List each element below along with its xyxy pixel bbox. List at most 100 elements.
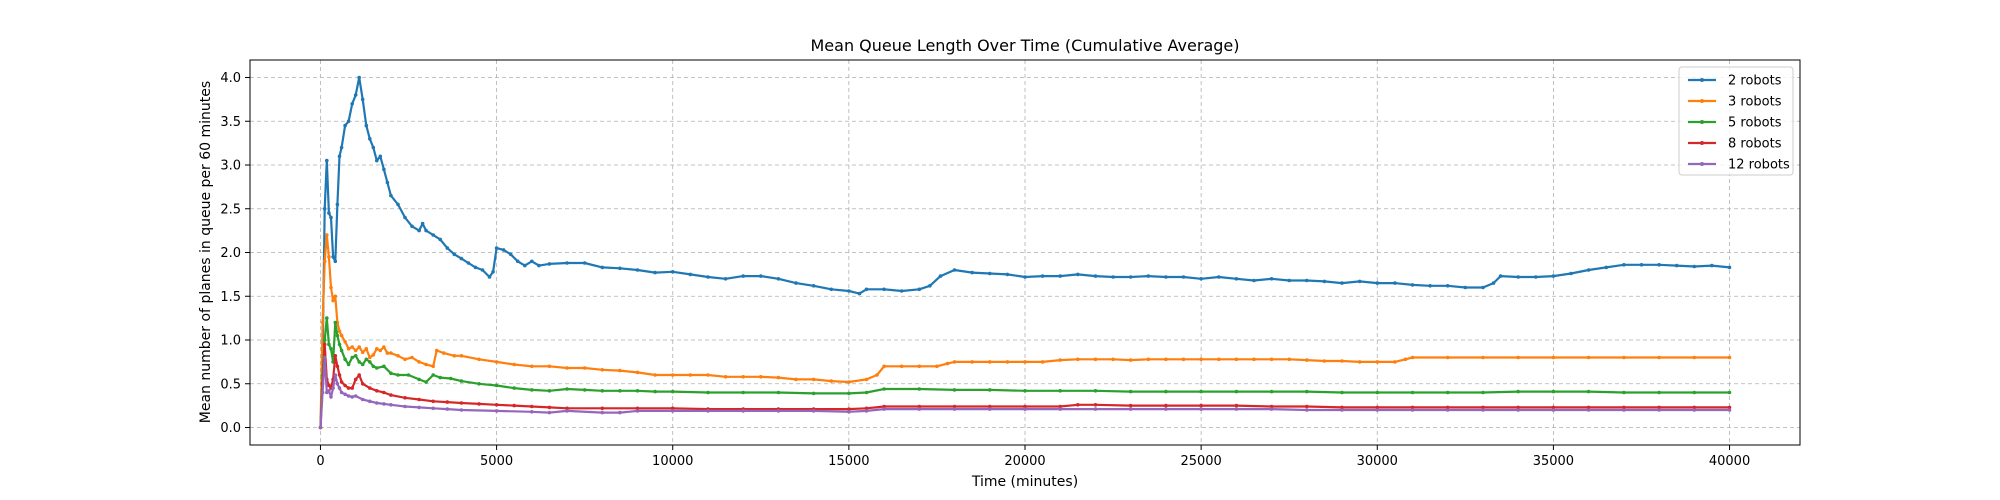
data-point — [322, 342, 327, 347]
data-point — [1727, 405, 1732, 410]
data-point — [882, 407, 886, 411]
data-point — [375, 389, 379, 393]
x-tick-label: 10000 — [652, 454, 693, 469]
data-point — [1375, 408, 1380, 412]
data-point — [396, 354, 400, 358]
data-point — [459, 408, 464, 412]
data-point — [1252, 357, 1256, 362]
data-point — [382, 390, 386, 395]
data-point — [431, 373, 436, 377]
data-point — [864, 409, 869, 413]
data-point — [1199, 389, 1203, 394]
data-point — [829, 379, 834, 383]
data-point — [389, 403, 393, 407]
legend-marker — [1700, 99, 1704, 103]
data-point — [477, 357, 481, 362]
data-point — [333, 373, 338, 377]
data-point — [1040, 274, 1045, 278]
data-point — [357, 373, 362, 377]
data-point — [346, 394, 351, 398]
data-point — [1551, 355, 1556, 360]
legend-item: 12 robots — [1688, 158, 1790, 173]
data-point — [1076, 357, 1080, 362]
data-point — [417, 228, 421, 233]
data-point — [389, 351, 393, 355]
y-tick-label: 3.5 — [220, 115, 241, 130]
y-tick-label: 4.0 — [220, 71, 241, 86]
data-point — [1375, 405, 1380, 410]
data-point — [547, 410, 552, 415]
data-point — [327, 211, 331, 215]
data-point — [1604, 265, 1609, 270]
y-tick-label: 0.5 — [220, 377, 241, 392]
data-point — [565, 387, 569, 391]
x-tick-label: 5000 — [480, 454, 513, 469]
data-point — [917, 387, 922, 391]
data-point — [487, 275, 492, 279]
data-point — [1692, 408, 1697, 412]
data-point — [565, 261, 569, 265]
data-point — [357, 345, 362, 349]
data-point — [339, 145, 344, 150]
data-point — [618, 368, 622, 373]
data-point — [547, 405, 552, 410]
data-point — [1128, 275, 1133, 279]
data-point — [353, 93, 358, 97]
data-point — [1181, 275, 1186, 279]
data-point — [480, 268, 485, 272]
data-point — [1516, 408, 1520, 412]
data-point — [741, 375, 745, 379]
data-point — [1727, 408, 1732, 412]
data-point — [952, 388, 957, 392]
data-point — [864, 377, 869, 382]
data-point — [1164, 357, 1168, 362]
data-point — [346, 347, 351, 351]
data-point — [325, 316, 329, 320]
data-point — [635, 406, 640, 411]
data-point — [653, 373, 657, 377]
data-point — [1023, 407, 1027, 411]
data-point — [410, 355, 414, 360]
data-point — [371, 145, 376, 150]
data-point — [1217, 275, 1221, 279]
data-point — [653, 389, 657, 394]
data-point — [917, 407, 922, 411]
data-point — [1657, 355, 1661, 360]
legend-marker — [1700, 141, 1704, 145]
data-point — [1375, 281, 1380, 285]
data-point — [1586, 408, 1591, 412]
data-point — [741, 390, 745, 395]
data-point — [847, 380, 851, 384]
data-point — [970, 270, 974, 275]
data-point — [1692, 355, 1697, 360]
data-point — [1622, 405, 1626, 410]
data-point — [829, 287, 834, 292]
data-point — [1181, 357, 1186, 362]
data-point — [1023, 360, 1027, 364]
data-point — [403, 215, 407, 220]
data-point — [1622, 263, 1626, 267]
data-point — [1023, 389, 1027, 393]
data-point — [565, 406, 569, 411]
data-point — [1128, 358, 1133, 362]
data-point — [952, 404, 957, 409]
data-point — [935, 364, 939, 369]
data-point — [670, 270, 675, 274]
legend-label: 3 robots — [1728, 95, 1782, 110]
data-point — [776, 375, 781, 380]
data-point — [318, 425, 323, 430]
data-point — [582, 261, 587, 265]
data-point — [1639, 263, 1644, 267]
data-point — [375, 347, 379, 351]
data-point — [988, 407, 992, 411]
data-point — [417, 360, 421, 364]
data-point — [635, 389, 640, 393]
data-point — [329, 285, 333, 290]
legend-marker — [1700, 120, 1704, 124]
data-point — [875, 373, 879, 377]
data-point — [343, 123, 347, 128]
data-point — [1481, 285, 1485, 290]
series-lines — [318, 75, 1732, 430]
data-point — [1305, 358, 1309, 362]
data-point — [466, 261, 471, 265]
